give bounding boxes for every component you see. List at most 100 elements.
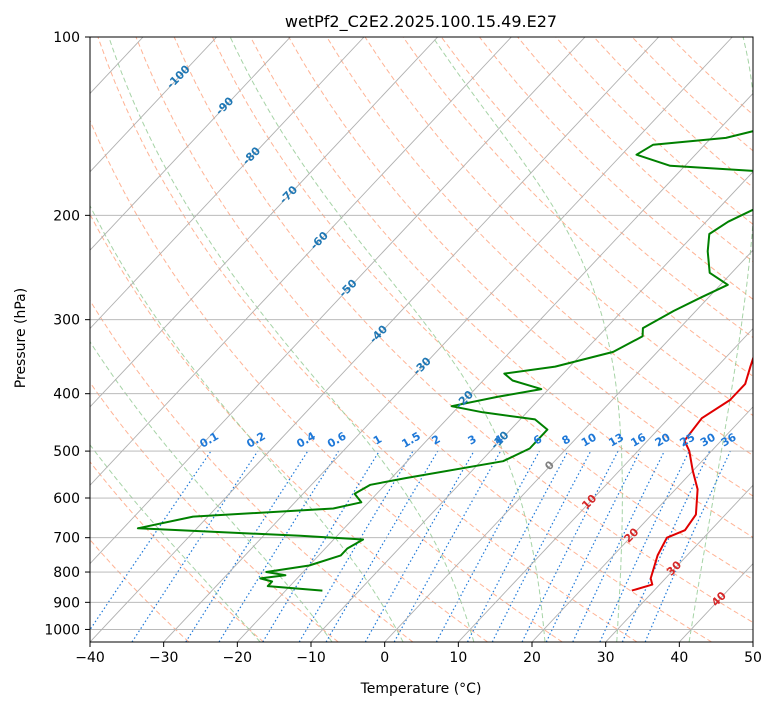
mixing-ratio-line: [644, 450, 731, 642]
dry-adiabat: [402, 37, 753, 377]
x-tick-label: 40: [670, 650, 688, 666]
dry-adiabat: [90, 461, 264, 642]
moist-adiabat: [90, 340, 333, 642]
mixing-ratio-label: 0.1: [198, 430, 221, 451]
y-tick-label: 100: [53, 30, 80, 46]
mixing-ratio-line: [435, 450, 540, 642]
dry-adiabat: [517, 37, 753, 263]
isotherm: [752, 641, 753, 642]
background-lines: [90, 37, 775, 642]
mixing-ratio-label: 2: [429, 433, 442, 448]
isotherm: [90, 37, 439, 408]
isotherm: [679, 562, 753, 642]
dry-adiabat: [288, 37, 753, 497]
mixing-ratio-line: [325, 450, 439, 642]
profile-lines: [136, 130, 753, 592]
isotherm: [90, 37, 218, 173]
y-tick-label: 700: [53, 531, 80, 547]
isotherm: [90, 37, 586, 565]
temperature-line: [631, 355, 753, 592]
dry-adiabat: [90, 299, 414, 642]
x-tick-label: 50: [744, 650, 762, 666]
y-axis-label: Pressure (hPa): [13, 288, 29, 388]
y-tick-label: 600: [53, 491, 80, 507]
moist-adiabat: [90, 444, 261, 642]
mixing-ratio-label: 8: [560, 433, 573, 448]
mixing-ratio-label: 13: [606, 431, 626, 450]
mixing-ratio-line: [491, 450, 592, 642]
isotherm: [384, 249, 753, 642]
isotherm: [90, 37, 660, 642]
y-tick-label: 900: [53, 595, 80, 611]
mixing-ratio-line: [521, 450, 619, 642]
dry-adiabat: [97, 37, 638, 642]
mixing-ratio-line: [90, 450, 212, 631]
isotherm: [531, 406, 753, 642]
x-tick-label: −30: [149, 650, 179, 666]
isotherm: [605, 484, 753, 642]
x-tick-label: 20: [523, 650, 541, 666]
dry-adiabat: [440, 37, 753, 339]
moist-adiabat: [229, 37, 546, 642]
plot-frame: [89, 36, 754, 643]
mixing-ratio-line: [262, 450, 380, 642]
y-tick-label: 800: [53, 565, 80, 581]
dry-adiabat: [326, 37, 753, 457]
dry-adiabat: [90, 119, 563, 642]
x-tick-label: −40: [75, 650, 105, 666]
x-tick-label: −10: [296, 650, 326, 666]
x-tick-label: 30: [597, 650, 615, 666]
isotherm: [0, 37, 69, 642]
mixing-ratio-line: [545, 450, 641, 642]
moist-adiabat: [688, 37, 753, 642]
x-tick-label: 0: [380, 650, 389, 666]
dry-adiabat: [669, 37, 753, 116]
y-tick-label: 300: [53, 313, 80, 329]
x-tick-label: 10: [449, 650, 467, 666]
isotherm: [90, 37, 365, 330]
mixing-ratio-label: 0.4: [294, 429, 318, 450]
moist-adiabat: [762, 37, 775, 642]
dry-adiabat: [211, 37, 753, 581]
dewpoint-line: [136, 130, 753, 592]
mixing-ratio-label: 1.5: [400, 430, 423, 451]
moist-adiabat: [90, 204, 404, 642]
mixing-ratio-label: 0.6: [325, 429, 349, 450]
x-axis-label: Temperature (°C): [360, 681, 482, 697]
y-tick-label: 200: [53, 208, 80, 224]
moist-adiabat: [108, 37, 475, 642]
isotherm: [90, 37, 291, 251]
dry-adiabat: [90, 213, 488, 642]
y-tick-label: 1000: [44, 622, 80, 638]
x-axis-ticks: −40 −30 −20 −10 0 10 20 30 40 50: [75, 642, 762, 666]
mixing-ratio-label: 25: [677, 431, 697, 450]
moist-adiabat: [432, 37, 623, 642]
mixing-ratio-label: 16: [629, 430, 649, 449]
mixing-ratio-line: [621, 450, 711, 642]
x-tick-label: −20: [223, 650, 253, 666]
isotherm: [90, 37, 512, 486]
mixing-ratio-label: 1: [371, 433, 384, 448]
dry-adiabat: [135, 37, 712, 642]
mixing-ratio-line: [393, 450, 502, 642]
y-axis-ticks: 100 200 300 400 500 600 700 800 900 1000: [44, 30, 90, 638]
mixing-ratio-line: [599, 450, 690, 642]
dry-adiabat: [173, 37, 753, 624]
grid-lines: [0, 37, 753, 642]
chart-title: wetPf2_C2E2.2025.100.15.49.E27: [285, 12, 557, 32]
isotherm: [458, 327, 753, 642]
mixing-ratio-label: 20: [653, 430, 673, 449]
dry-adiabat: [631, 37, 753, 152]
isotherm: [163, 37, 733, 642]
mixing-ratio-label: 3: [466, 433, 479, 448]
dry-adiabat: [479, 37, 753, 300]
mixing-ratio-line: [364, 450, 475, 642]
mixing-ratio-line: [466, 450, 569, 642]
mixing-ratio-label: 0.2: [244, 430, 267, 451]
mixing-ratio-label: 10: [579, 430, 599, 449]
mixing-ratio-label: 36: [719, 430, 739, 449]
y-tick-label: 400: [53, 387, 80, 403]
isotherm: [237, 92, 753, 642]
mixing-ratio-line: [218, 450, 340, 642]
